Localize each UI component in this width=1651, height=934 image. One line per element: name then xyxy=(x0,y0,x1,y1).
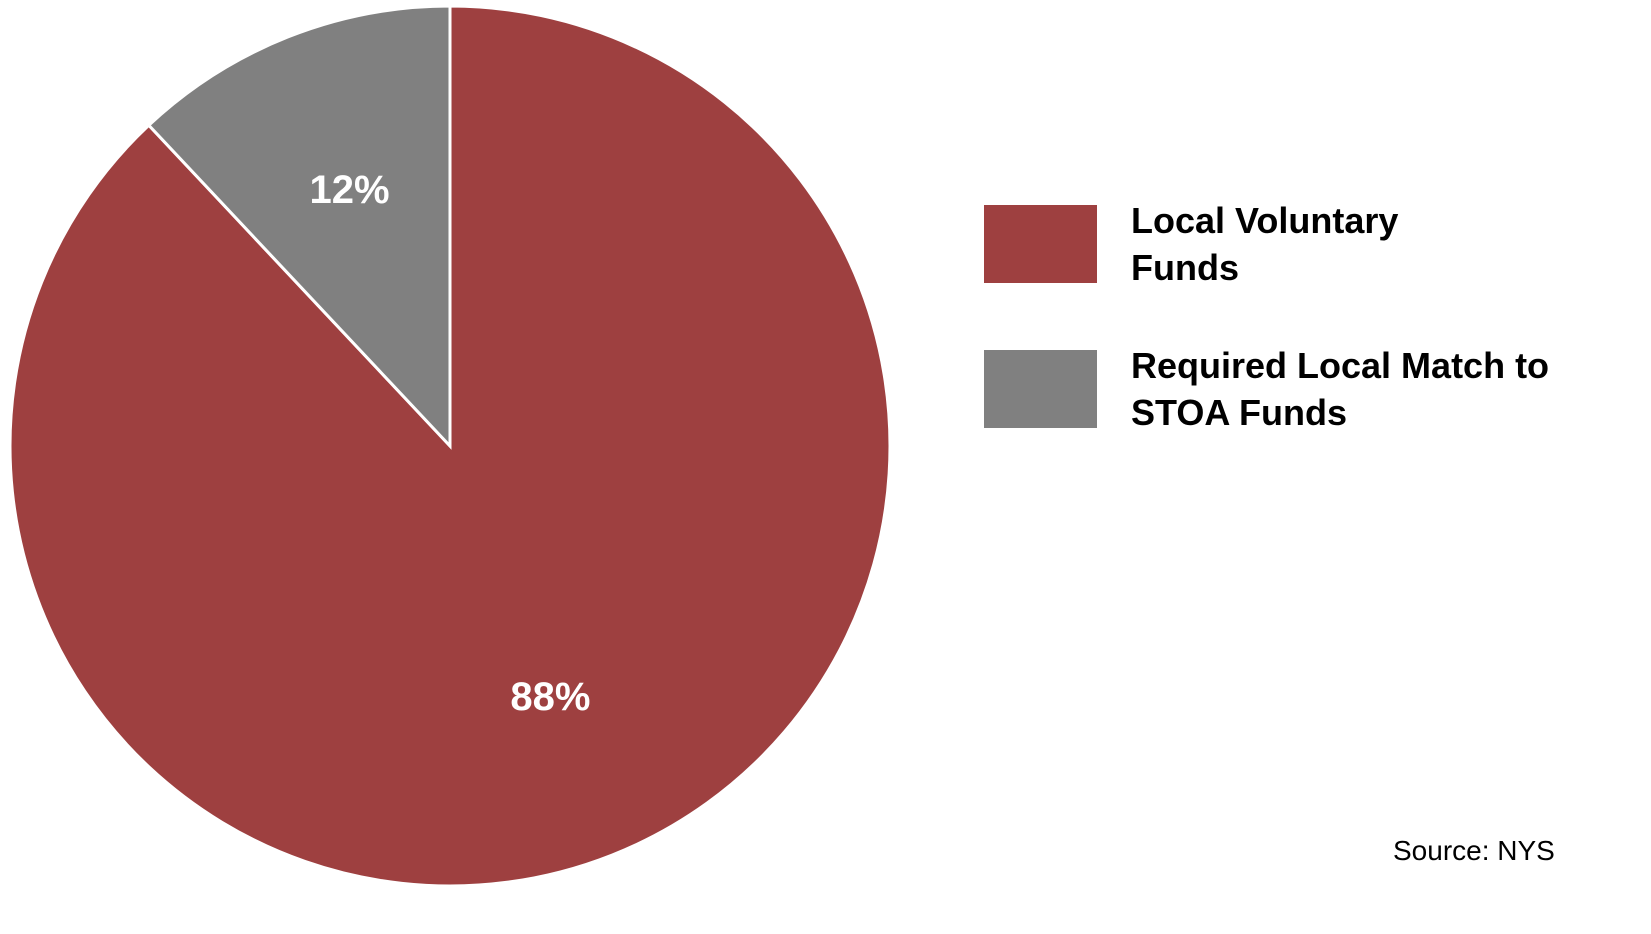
legend-label: Local Voluntary Funds xyxy=(1131,200,1399,288)
legend-swatch xyxy=(984,205,1097,283)
data-label: 12% xyxy=(310,168,390,212)
pie-slice xyxy=(146,4,452,450)
source-note: Source: NYS xyxy=(1393,835,1555,866)
legend-swatch xyxy=(984,350,1097,428)
legend-label: Required Local Match to STOA Funds xyxy=(1131,345,1550,433)
legend-item: Required Local Match to STOA Funds xyxy=(984,345,1571,436)
legend-item: Local Voluntary Funds xyxy=(984,200,1471,291)
data-label: 88% xyxy=(510,675,590,719)
